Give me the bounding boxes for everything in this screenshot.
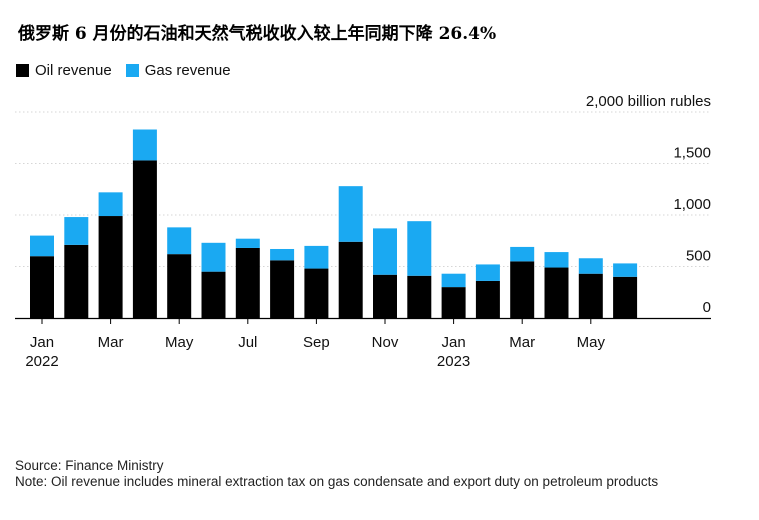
x-tick-label: Sep <box>303 334 330 351</box>
y-tick-label: 0 <box>703 299 711 316</box>
bar-oil <box>64 244 89 318</box>
bar-oil <box>373 274 397 318</box>
bar-oil <box>304 268 329 318</box>
legend-swatch-oil <box>16 64 29 77</box>
y-tick-label: 1,000 <box>673 196 711 213</box>
bar-gas <box>544 252 569 268</box>
bar-oil <box>544 267 569 318</box>
bar-oil <box>270 260 295 318</box>
bar-gas <box>98 192 123 217</box>
bar-gas <box>201 242 226 272</box>
bar-chart: 0 500 1,000 1,500 2,000 billion rubles Jan 202… <box>15 93 711 370</box>
x-tick-year-label: 2022 <box>25 353 58 370</box>
x-tick-year-label: 2023 <box>437 353 470 370</box>
legend-item-oil: Oil revenue <box>16 62 112 79</box>
bar-gas <box>270 248 295 261</box>
x-tick-label: Mar <box>98 334 124 351</box>
legend-swatch-gas <box>125 64 139 77</box>
bar-gas <box>235 238 260 248</box>
bar-gas <box>167 227 192 255</box>
bar-oil <box>132 160 157 318</box>
bar-oil <box>338 241 363 318</box>
legend: Oil revenue Gas revenue <box>16 62 231 79</box>
y-tick-label: 500 <box>686 248 711 265</box>
bar-oil <box>407 275 432 318</box>
bar-gas <box>373 228 397 275</box>
bar-gas <box>407 221 432 276</box>
y-tick-label: 2,000 billion rubles <box>586 93 711 110</box>
bar-gas <box>304 245 329 269</box>
bar-gas <box>441 273 466 288</box>
bar-gas <box>64 217 89 245</box>
bar-oil <box>578 273 603 318</box>
x-tick-label: Mar <box>509 334 535 351</box>
bar-oil <box>30 256 54 318</box>
bar-gas <box>338 186 363 242</box>
legend-item-gas: Gas revenue <box>125 62 231 79</box>
bar-oil <box>510 261 535 318</box>
y-tick-label: 1,500 <box>673 145 711 162</box>
x-tick-label: Jan <box>30 334 54 351</box>
legend-label-gas: Gas revenue <box>144 62 231 79</box>
bar-gas <box>510 246 535 262</box>
bar-oil <box>98 216 123 318</box>
bar-oil <box>475 280 500 318</box>
x-tick-label: May <box>577 334 606 351</box>
x-tick-label: Jul <box>238 334 257 351</box>
bar-oil <box>235 247 260 318</box>
bar-oil <box>201 271 226 318</box>
bar-oil <box>167 254 192 318</box>
bar-gas <box>613 263 638 277</box>
x-tick-label: Nov <box>372 334 399 351</box>
x-tick-label: May <box>165 334 194 351</box>
bar-oil <box>441 287 466 318</box>
chart-footer: Source: Finance Ministry Note: Oil reven… <box>15 458 715 490</box>
bar-gas <box>578 258 603 274</box>
x-tick-label: Jan <box>442 334 466 351</box>
bar-gas <box>30 235 54 257</box>
bar-oil <box>613 276 638 318</box>
chart-title: 俄罗斯 6 月份的石油和天然气税收收入较上年同期下降 26.4% <box>18 24 497 44</box>
bar-gas <box>475 264 500 281</box>
source-note: Source: Finance Ministry <box>15 458 164 473</box>
bar-gas <box>132 129 157 161</box>
footnote: Note: Oil revenue includes mineral extra… <box>15 474 659 489</box>
legend-label-oil: Oil revenue <box>35 62 112 79</box>
